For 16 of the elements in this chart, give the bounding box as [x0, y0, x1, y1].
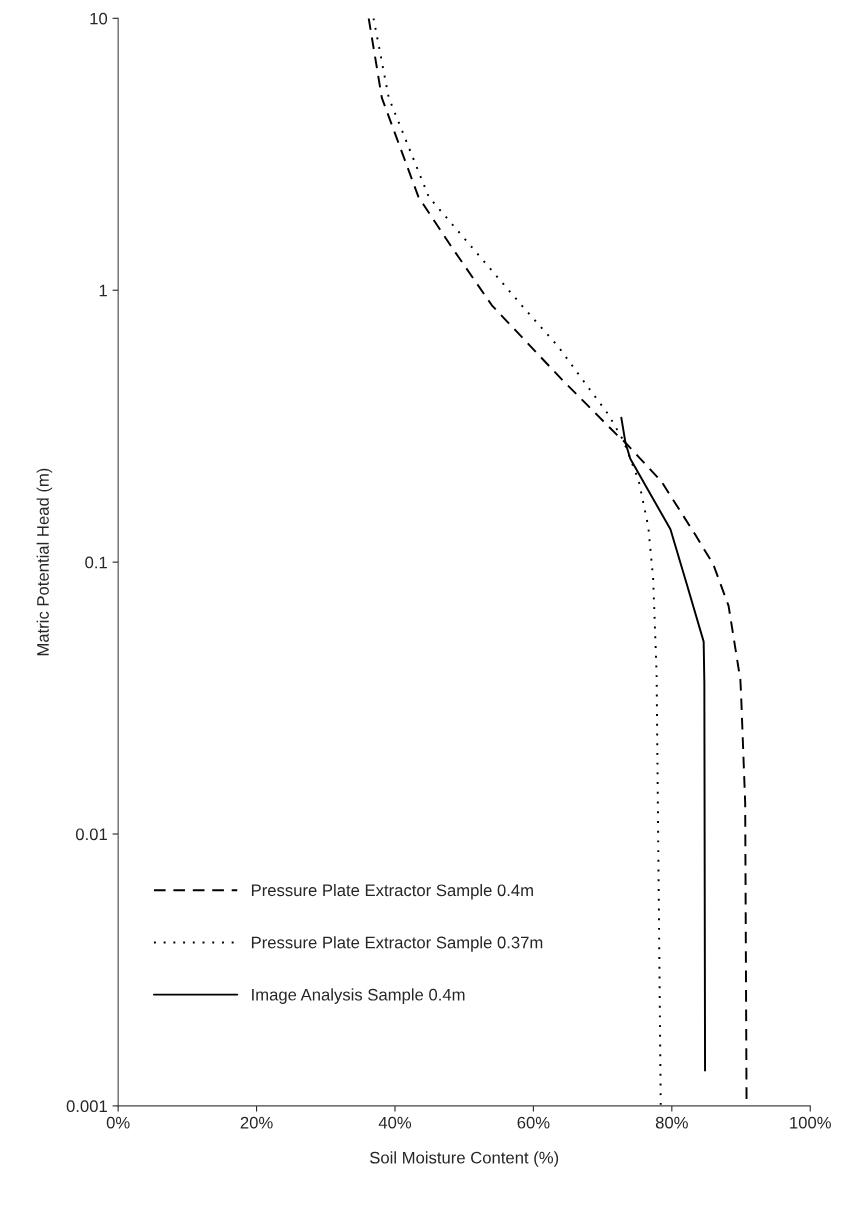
legend-label: Pressure Plate Extractor Sample 0.4m — [251, 883, 533, 900]
x-tick-label: 40% — [378, 1116, 412, 1129]
y-tick-label: 10 — [90, 12, 108, 25]
y-tick-label: 0.1 — [85, 556, 107, 569]
y-tick-label: 0.01 — [75, 828, 107, 841]
legend-label: Pressure Plate Extractor Sample 0.37m — [251, 936, 543, 952]
x-tick-label: 0% — [106, 1116, 130, 1129]
x-tick-label: 80% — [655, 1116, 688, 1129]
y-tick-label: 1 — [99, 284, 107, 297]
legend-label: Image Analysis Sample 0.4m — [252, 988, 465, 1004]
x-tick-label: 100% — [790, 1116, 831, 1129]
y-axis-title: Matric Potential Head (m) — [36, 468, 53, 656]
x-axis-title: Soil Moisture Content (%) — [370, 1151, 559, 1167]
x-tick-label: 20% — [240, 1116, 273, 1129]
x-tick-label: 60% — [517, 1116, 550, 1129]
y-tick-label: 0.001 — [66, 1100, 107, 1113]
